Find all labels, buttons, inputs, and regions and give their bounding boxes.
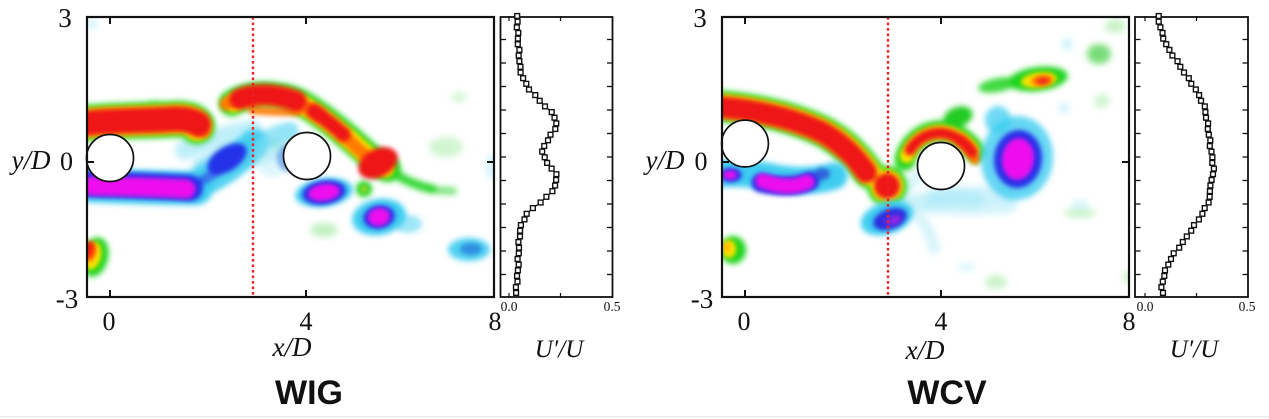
svg-text:-3: -3 bbox=[56, 284, 79, 314]
svg-text:3: 3 bbox=[693, 3, 707, 33]
svg-text:U′/U: U′/U bbox=[1170, 336, 1220, 363]
svg-text:y/D: y/D bbox=[9, 145, 51, 175]
svg-text:WCV: WCV bbox=[907, 374, 987, 412]
svg-text:0.0: 0.0 bbox=[1137, 299, 1154, 314]
svg-text:0.5: 0.5 bbox=[1239, 299, 1256, 314]
svg-text:4: 4 bbox=[300, 307, 313, 336]
svg-text:8: 8 bbox=[489, 307, 502, 336]
svg-text:0.0: 0.0 bbox=[501, 299, 518, 314]
svg-text:-3: -3 bbox=[691, 284, 714, 314]
svg-text:x/D: x/D bbox=[905, 335, 945, 365]
svg-text:0: 0 bbox=[60, 147, 73, 176]
svg-text:WIG: WIG bbox=[275, 374, 343, 412]
svg-text:0: 0 bbox=[103, 307, 116, 336]
svg-text:y/D: y/D bbox=[643, 145, 685, 175]
svg-text:0.5: 0.5 bbox=[604, 299, 621, 314]
svg-text:0: 0 bbox=[738, 307, 751, 336]
svg-text:4: 4 bbox=[935, 307, 948, 336]
svg-text:0: 0 bbox=[695, 147, 708, 176]
svg-text:U′/U: U′/U bbox=[535, 336, 585, 363]
svg-text:8: 8 bbox=[1123, 307, 1136, 336]
svg-text:3: 3 bbox=[58, 3, 72, 33]
svg-text:x/D: x/D bbox=[272, 332, 312, 362]
